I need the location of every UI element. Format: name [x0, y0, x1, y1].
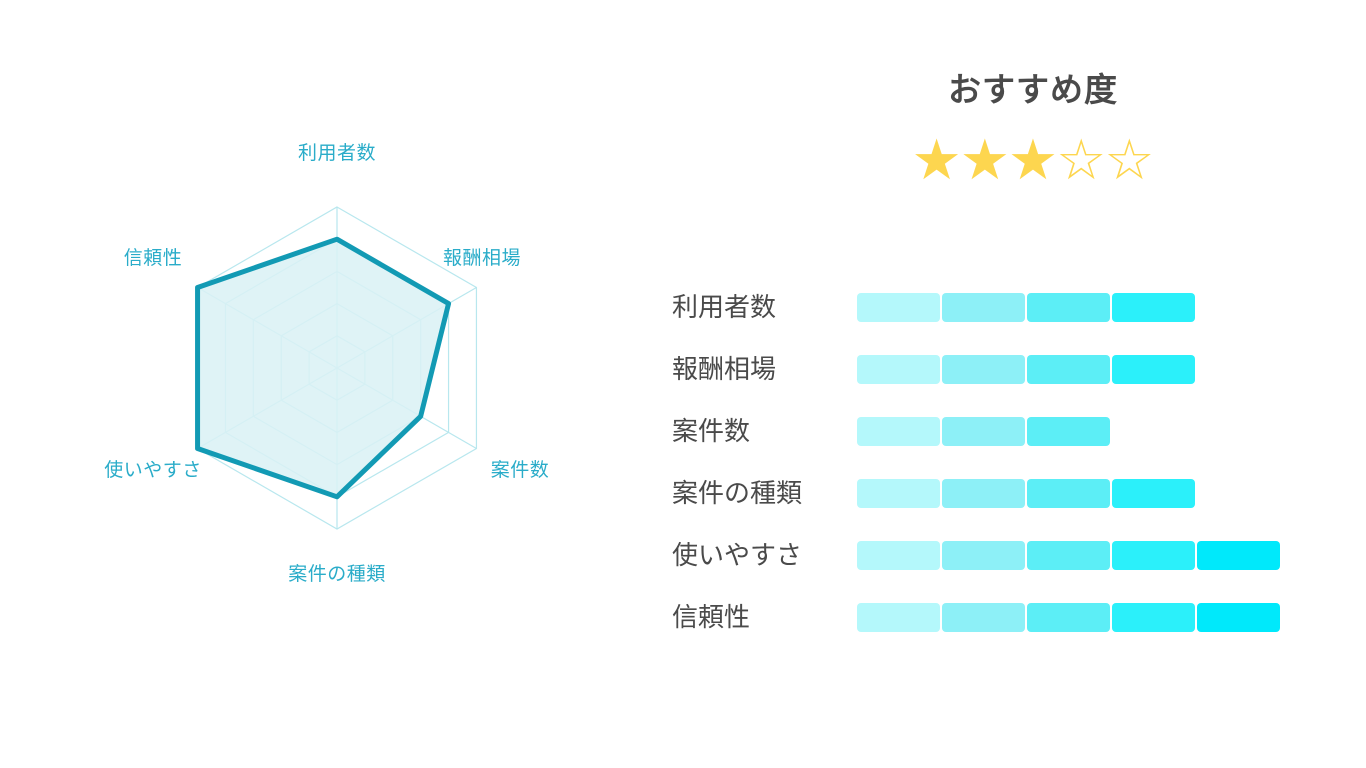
score-bar-segment — [1197, 540, 1280, 570]
star-empty-icon[interactable]: ☆ — [1104, 128, 1155, 191]
radar-axis-label-users: 利用者数 — [297, 143, 377, 164]
score-bar-segment — [1027, 292, 1110, 322]
score-bar-row: 使いやすさ — [672, 524, 1366, 586]
star-rating: ★★★☆☆ — [672, 132, 1366, 188]
score-bar-segment — [1027, 354, 1110, 384]
recommendation-title: おすすめ度 — [948, 71, 1118, 108]
score-bar-track — [857, 540, 1280, 570]
star-filled-icon[interactable]: ★ — [1007, 128, 1059, 191]
radar-axis-label-count: 案件数 — [490, 460, 550, 481]
radar-axis-label-pay: 報酬相場 — [442, 248, 522, 269]
score-bar-track — [857, 416, 1110, 446]
score-bar-segment — [1027, 478, 1110, 508]
rating-panel: おすすめ度 ★★★☆☆ 利用者数 報酬相場 案件数 案件の種類 使いやすさ 信頼性 — [672, 0, 1366, 768]
score-bar-row: 案件数 — [672, 400, 1366, 462]
score-bar-segment — [942, 354, 1025, 384]
score-bar-segment — [857, 478, 940, 508]
star-filled-icon[interactable]: ★ — [911, 128, 962, 191]
score-bar-label: 信頼性 — [672, 602, 751, 632]
score-bar-label: 案件の種類 — [672, 478, 803, 508]
score-bar-list: 利用者数報酬相場案件数案件の種類使いやすさ信頼性 — [672, 276, 1366, 648]
score-bar-row: 信頼性 — [672, 586, 1366, 648]
score-bar-segment — [857, 354, 940, 384]
score-bar-segment — [1112, 354, 1195, 384]
score-bar-label: 使いやすさ — [672, 540, 803, 570]
score-bar-row: 利用者数 — [672, 276, 1366, 338]
score-bar-segment — [1112, 478, 1195, 508]
score-bar-segment — [1112, 540, 1195, 570]
score-bar-segment — [942, 478, 1025, 508]
score-bar-segment — [1027, 416, 1110, 446]
score-bar-label: 利用者数 — [672, 292, 777, 322]
score-bar-row: 案件の種類 — [672, 462, 1366, 524]
score-bar-track — [857, 354, 1195, 384]
score-bar-track — [857, 292, 1195, 322]
radar-chart-svg — [195, 206, 478, 530]
radar-series-area — [195, 236, 452, 500]
star-empty-icon[interactable]: ☆ — [1056, 128, 1107, 191]
score-bar-track — [857, 602, 1280, 632]
radar-axis-label-trust: 信頼性 — [123, 248, 183, 269]
score-bar-segment — [942, 292, 1025, 322]
score-bar-segment — [857, 292, 940, 322]
radar-axis-label-ease: 使いやすさ — [104, 460, 202, 481]
star-filled-icon[interactable]: ★ — [959, 128, 1010, 191]
score-bar-segment — [942, 416, 1025, 446]
radar-axis-label-kind: 案件の種類 — [288, 564, 386, 585]
score-bar-segment — [942, 602, 1025, 632]
score-bar-segment — [1112, 292, 1195, 322]
score-bar-segment — [1112, 602, 1195, 632]
score-bar-segment — [857, 540, 940, 570]
score-bar-segment — [1027, 602, 1110, 632]
score-bar-segment — [857, 416, 940, 446]
score-bar-label: 報酬相場 — [672, 354, 777, 384]
score-bar-segment — [1197, 602, 1280, 632]
score-bar-track — [857, 478, 1195, 508]
score-bar-label: 案件数 — [672, 416, 751, 446]
score-bar-segment — [1027, 540, 1110, 570]
score-bar-row: 報酬相場 — [672, 338, 1366, 400]
score-bar-segment — [857, 602, 940, 632]
radar-chart-panel: 利用者数 報酬相場 案件数 案件の種類 使いやすさ 信頼性 — [0, 0, 672, 768]
score-bar-segment — [942, 540, 1025, 570]
